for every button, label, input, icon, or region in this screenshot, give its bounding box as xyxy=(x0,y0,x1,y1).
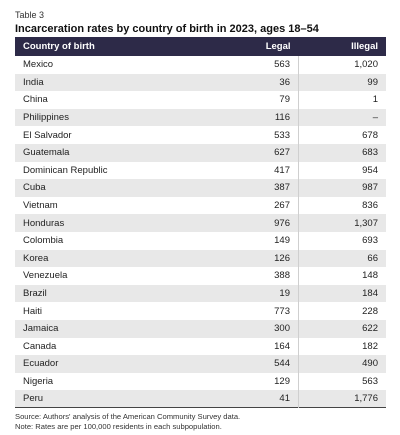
country-cell: Peru xyxy=(23,393,44,405)
rates-note: Note: Rates are per 100,000 residents in… xyxy=(15,422,222,432)
table-row: El Salvador 533 678 xyxy=(15,126,386,144)
illegal-rate-cell: 184 xyxy=(362,288,378,300)
table-row: Dominican Republic 417 954 xyxy=(15,161,386,180)
column-header-legal: Legal xyxy=(265,41,291,52)
legal-rate-cell: 149 xyxy=(211,231,299,250)
table-row: Jamaica 300 622 xyxy=(15,319,386,338)
legal-rate-cell: 300 xyxy=(211,319,299,338)
legal-rate-cell: 36 xyxy=(211,73,299,92)
legal-rate-cell: 116 xyxy=(211,108,299,127)
country-cell: China xyxy=(23,94,48,106)
legal-rate-cell: 267 xyxy=(211,196,299,215)
illegal-rate-cell: 228 xyxy=(362,305,378,317)
illegal-rate-cell: 678 xyxy=(362,129,378,141)
country-cell: Guatemala xyxy=(23,147,70,159)
legal-rate-cell: 164 xyxy=(211,337,299,356)
illegal-rate-cell: 563 xyxy=(362,375,378,387)
country-cell: El Salvador xyxy=(23,129,72,141)
legal-rate-cell: 544 xyxy=(211,355,299,373)
legal-rate-cell: 19 xyxy=(211,284,299,303)
illegal-rate-cell: 1,307 xyxy=(354,217,378,229)
legal-rate-cell: 387 xyxy=(211,179,299,197)
country-cell: Venezuela xyxy=(23,270,68,282)
incarceration-table: Country of birth Legal Illegal Mexico 563… xyxy=(15,37,386,408)
table-row: Guatemala 627 683 xyxy=(15,143,386,162)
illegal-rate-cell: 954 xyxy=(362,164,378,176)
table-row: Nigeria 129 563 xyxy=(15,372,386,391)
illegal-rate-cell: 622 xyxy=(362,323,378,335)
table-row: Cuba 387 987 xyxy=(15,179,386,197)
country-cell: Brazil xyxy=(23,288,47,300)
table-row: Honduras 976 1,307 xyxy=(15,214,386,232)
illegal-rate-cell: 693 xyxy=(362,235,378,247)
country-cell: Mexico xyxy=(23,59,54,71)
country-cell: Dominican Republic xyxy=(23,164,108,176)
table-row: Mexico 563 1,020 xyxy=(15,56,386,74)
table-body: Mexico 563 1,020 India 36 99 China 79 1 Philippin… xyxy=(15,56,386,408)
country-cell: India xyxy=(23,76,44,88)
country-cell: Korea xyxy=(23,252,49,264)
legal-rate-cell: 126 xyxy=(211,249,299,268)
illegal-rate-cell: 683 xyxy=(362,147,378,159)
table-row: Canada 164 182 xyxy=(15,337,386,356)
illegal-rate-cell: 1 xyxy=(372,94,378,106)
table-title: Incarceration rates by country of birth … xyxy=(15,23,319,35)
table-row: Philippines 116 – xyxy=(15,108,386,127)
illegal-rate-cell: 1,020 xyxy=(354,59,378,71)
country-cell: Canada xyxy=(23,340,57,352)
illegal-rate-cell: – xyxy=(372,112,378,124)
country-cell: Ecuador xyxy=(23,358,59,370)
illegal-rate-cell: 99 xyxy=(367,76,378,88)
legal-rate-cell: 627 xyxy=(211,143,299,162)
country-cell: Colombia xyxy=(23,235,64,247)
country-cell: Philippines xyxy=(23,112,69,124)
table-row: Haiti 773 228 xyxy=(15,302,386,320)
illegal-rate-cell: 182 xyxy=(362,340,378,352)
table-figure: Table 3 Incarceration rates by country o… xyxy=(15,9,386,432)
table-row: Colombia 149 693 xyxy=(15,231,386,250)
illegal-rate-cell: 836 xyxy=(362,200,378,212)
legal-rate-cell: 388 xyxy=(211,267,299,285)
illegal-rate-cell: 66 xyxy=(367,252,378,264)
legal-rate-cell: 533 xyxy=(211,126,299,144)
illegal-rate-cell: 987 xyxy=(362,182,378,194)
country-cell: Vietnam xyxy=(23,200,58,212)
table-label: Table 3 xyxy=(15,10,45,20)
table-row: India 36 99 xyxy=(15,73,386,92)
illegal-rate-cell: 490 xyxy=(362,358,378,370)
table-notes: Source: Authors' analysis of the America… xyxy=(15,412,386,432)
table-row: Peru 41 1,776 xyxy=(15,390,386,408)
legal-rate-cell: 976 xyxy=(211,214,299,232)
table-row: China 79 1 xyxy=(15,91,386,109)
column-header-illegal: Illegal xyxy=(351,41,378,52)
country-cell: Jamaica xyxy=(23,323,59,335)
legal-rate-cell: 79 xyxy=(211,91,299,109)
table-row: Ecuador 544 490 xyxy=(15,355,386,373)
illegal-rate-cell: 1,776 xyxy=(354,393,378,405)
table-row: Brazil 19 184 xyxy=(15,284,386,303)
legal-rate-cell: 41 xyxy=(211,390,299,408)
table-row: Vietnam 267 836 xyxy=(15,196,386,215)
legal-rate-cell: 773 xyxy=(211,302,299,320)
table-header-row: Country of birth Legal Illegal xyxy=(15,37,386,56)
country-cell: Nigeria xyxy=(23,375,54,387)
country-cell: Haiti xyxy=(23,305,43,317)
source-note: Source: Authors' analysis of the America… xyxy=(15,412,241,422)
table-row: Korea 126 66 xyxy=(15,249,386,268)
legal-rate-cell: 563 xyxy=(211,56,299,74)
legal-rate-cell: 129 xyxy=(211,372,299,391)
column-header-country: Country of birth xyxy=(23,41,95,52)
table-row: Venezuela 388 148 xyxy=(15,267,386,285)
legal-rate-cell: 417 xyxy=(211,161,299,180)
country-cell: Honduras xyxy=(23,217,65,229)
country-cell: Cuba xyxy=(23,182,46,194)
illegal-rate-cell: 148 xyxy=(362,270,378,282)
